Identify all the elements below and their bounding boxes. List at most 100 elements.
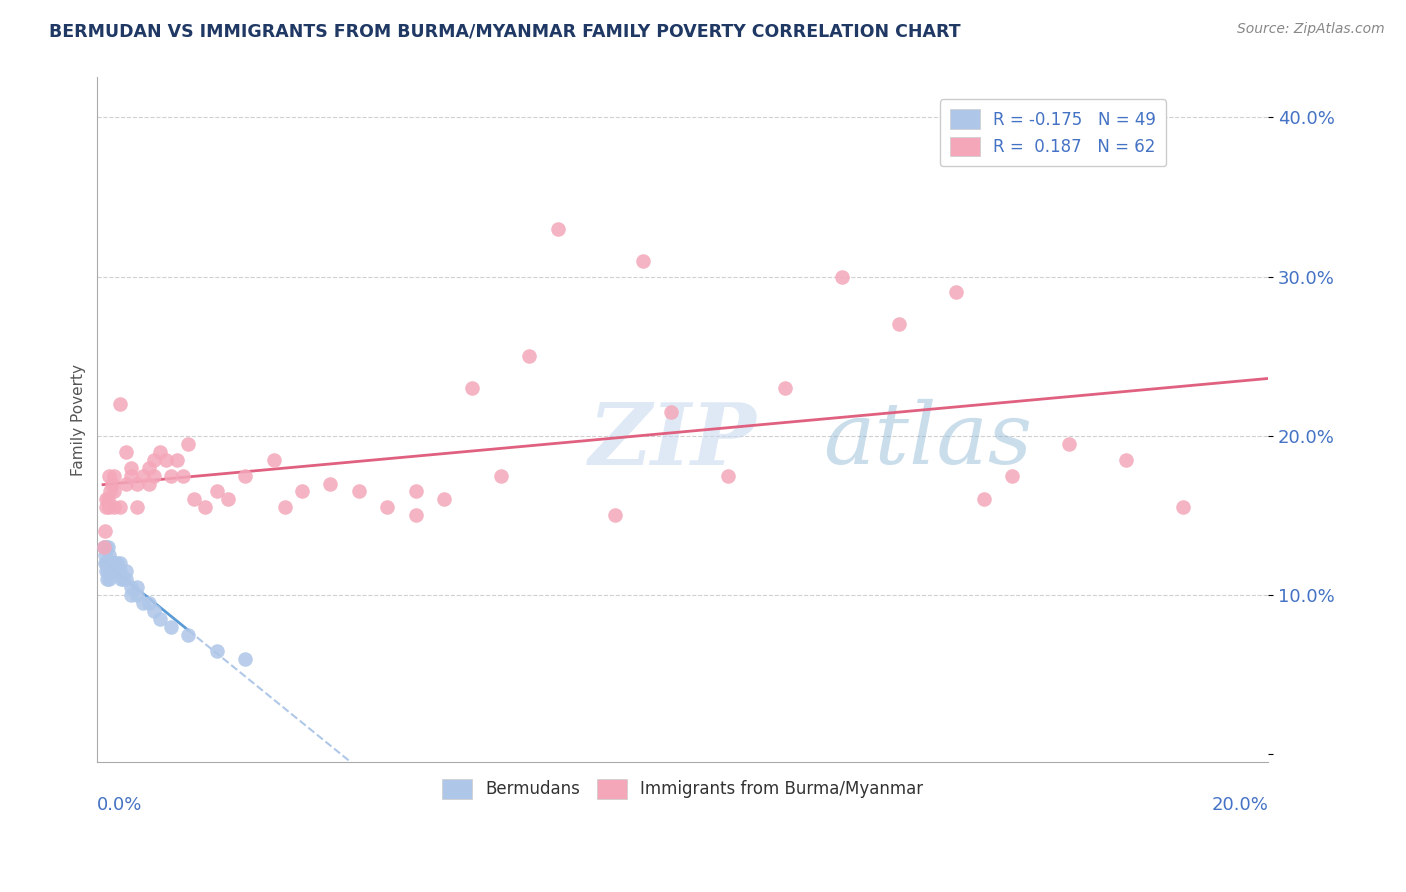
Point xyxy=(547,221,569,235)
Point xyxy=(127,588,149,602)
Point xyxy=(138,596,160,610)
Point xyxy=(143,452,166,467)
Point xyxy=(96,540,118,554)
Point xyxy=(96,556,118,570)
Point xyxy=(405,484,427,499)
Point xyxy=(149,444,172,458)
Point xyxy=(97,540,120,554)
Point xyxy=(319,476,342,491)
Point xyxy=(100,556,122,570)
Point xyxy=(160,620,183,634)
Point xyxy=(105,564,128,578)
Text: 20.0%: 20.0% xyxy=(1212,797,1268,814)
Point xyxy=(132,468,155,483)
Point xyxy=(347,484,370,499)
Point xyxy=(120,468,142,483)
Point xyxy=(93,540,115,554)
Y-axis label: Family Poverty: Family Poverty xyxy=(72,364,86,475)
Point xyxy=(104,564,127,578)
Point xyxy=(93,556,115,570)
Point xyxy=(120,460,142,475)
Point xyxy=(1057,436,1080,450)
Point xyxy=(97,548,120,562)
Point xyxy=(127,580,149,594)
Point xyxy=(405,508,427,523)
Point xyxy=(773,381,796,395)
Point xyxy=(103,484,125,499)
Point xyxy=(217,492,239,507)
Point xyxy=(97,564,120,578)
Point xyxy=(143,468,166,483)
Point xyxy=(661,405,683,419)
Point xyxy=(433,492,456,507)
Point xyxy=(138,460,160,475)
Point xyxy=(100,564,122,578)
Point xyxy=(93,540,115,554)
Point xyxy=(291,484,314,499)
Point xyxy=(105,556,128,570)
Point xyxy=(98,564,121,578)
Point xyxy=(194,500,217,515)
Point xyxy=(97,500,120,515)
Point xyxy=(97,492,120,507)
Point xyxy=(149,612,172,626)
Point xyxy=(166,452,188,467)
Point xyxy=(205,644,228,658)
Point xyxy=(100,556,122,570)
Point xyxy=(1115,452,1137,467)
Point xyxy=(111,572,134,586)
Point xyxy=(103,500,125,515)
Point xyxy=(132,596,155,610)
Point xyxy=(120,580,142,594)
Point xyxy=(127,500,149,515)
Text: Source: ZipAtlas.com: Source: ZipAtlas.com xyxy=(1237,22,1385,37)
Point xyxy=(98,484,121,499)
Point xyxy=(120,588,142,602)
Point xyxy=(461,381,484,395)
Point xyxy=(97,572,120,586)
Point xyxy=(114,476,136,491)
Text: atlas: atlas xyxy=(824,399,1032,482)
Point xyxy=(143,604,166,618)
Point xyxy=(160,468,183,483)
Point xyxy=(274,500,297,515)
Point xyxy=(96,500,118,515)
Point xyxy=(110,572,132,586)
Point xyxy=(631,253,654,268)
Point xyxy=(103,556,125,570)
Point xyxy=(108,556,131,570)
Point xyxy=(945,285,967,300)
Point xyxy=(97,564,120,578)
Point xyxy=(103,564,125,578)
Point xyxy=(233,468,256,483)
Point xyxy=(101,556,124,570)
Point xyxy=(1171,500,1194,515)
Text: 0.0%: 0.0% xyxy=(97,797,143,814)
Point xyxy=(127,476,149,491)
Point xyxy=(233,651,256,665)
Point xyxy=(114,572,136,586)
Point xyxy=(97,468,120,483)
Point xyxy=(1001,468,1024,483)
Point xyxy=(205,484,228,499)
Point xyxy=(973,492,995,507)
Point xyxy=(155,452,177,467)
Point xyxy=(183,492,205,507)
Point xyxy=(101,564,124,578)
Point xyxy=(94,564,117,578)
Point xyxy=(96,572,118,586)
Point xyxy=(108,500,131,515)
Text: BERMUDAN VS IMMIGRANTS FROM BURMA/MYANMAR FAMILY POVERTY CORRELATION CHART: BERMUDAN VS IMMIGRANTS FROM BURMA/MYANMA… xyxy=(49,22,960,40)
Point xyxy=(114,444,136,458)
Point xyxy=(375,500,398,515)
Point xyxy=(263,452,285,467)
Point xyxy=(114,564,136,578)
Text: ZIP: ZIP xyxy=(589,399,756,482)
Point xyxy=(489,468,512,483)
Point xyxy=(103,468,125,483)
Point xyxy=(138,476,160,491)
Legend: Bermudans, Immigrants from Burma/Myanmar: Bermudans, Immigrants from Burma/Myanmar xyxy=(436,772,931,805)
Point xyxy=(98,556,121,570)
Point xyxy=(100,564,122,578)
Point xyxy=(97,556,120,570)
